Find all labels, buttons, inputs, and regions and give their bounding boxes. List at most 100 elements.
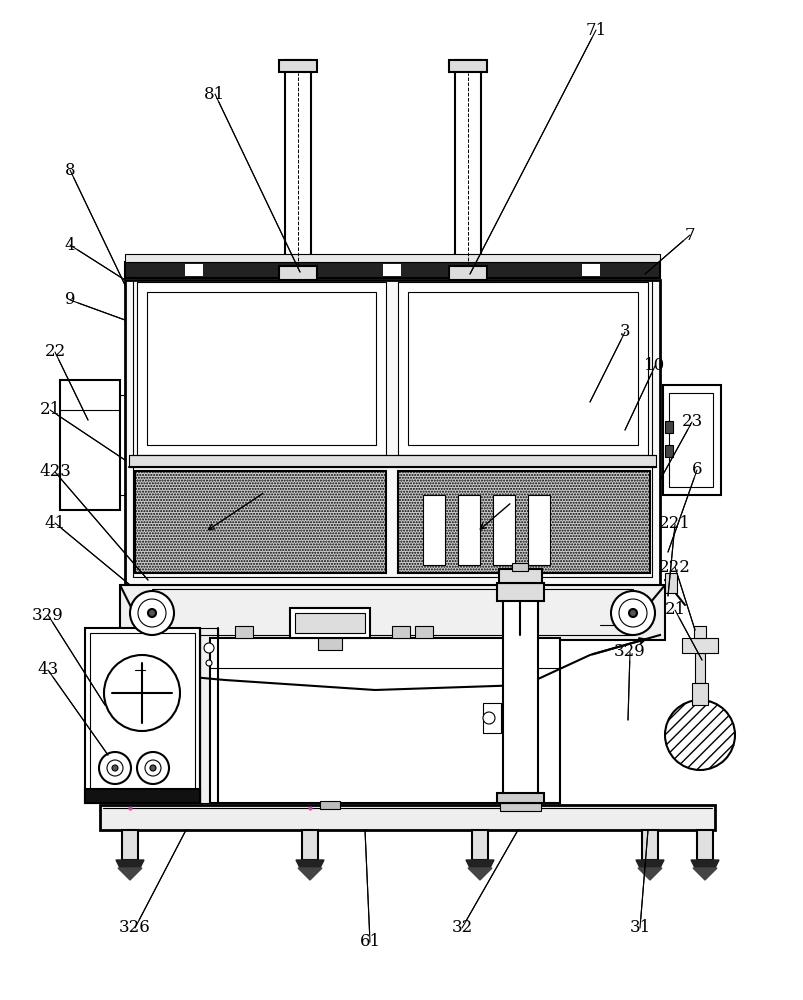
Bar xyxy=(392,626,410,638)
Circle shape xyxy=(138,599,165,627)
Bar xyxy=(290,608,369,638)
Text: 31: 31 xyxy=(629,919,650,936)
Bar xyxy=(132,280,651,577)
Text: 10: 10 xyxy=(643,358,665,374)
Text: 222: 222 xyxy=(658,558,690,576)
Bar xyxy=(318,638,341,650)
Circle shape xyxy=(148,609,156,617)
Polygon shape xyxy=(467,868,491,880)
Bar xyxy=(422,495,444,565)
Circle shape xyxy=(135,665,145,675)
Polygon shape xyxy=(118,868,142,880)
Bar xyxy=(448,60,487,72)
Bar xyxy=(124,280,659,585)
Bar xyxy=(137,282,385,455)
Text: 23: 23 xyxy=(680,414,702,430)
Bar xyxy=(120,585,664,640)
Text: 4: 4 xyxy=(64,236,75,253)
Polygon shape xyxy=(638,868,661,880)
Polygon shape xyxy=(690,860,718,868)
Bar xyxy=(320,801,340,809)
Text: 6: 6 xyxy=(691,462,701,479)
Bar xyxy=(496,793,544,803)
Bar xyxy=(200,628,218,803)
Bar xyxy=(512,563,528,571)
Bar xyxy=(696,830,712,860)
Text: 71: 71 xyxy=(585,22,606,39)
Circle shape xyxy=(483,712,495,724)
Bar xyxy=(147,292,376,445)
Bar xyxy=(581,264,599,276)
Bar xyxy=(499,569,541,583)
Text: 81: 81 xyxy=(204,86,226,103)
Circle shape xyxy=(112,765,118,771)
Circle shape xyxy=(150,765,156,771)
Text: 329: 329 xyxy=(613,644,645,660)
Circle shape xyxy=(664,700,734,770)
Text: 21: 21 xyxy=(39,401,60,418)
Bar xyxy=(407,292,638,445)
Text: 43: 43 xyxy=(37,662,59,678)
Text: 9: 9 xyxy=(65,292,75,308)
Circle shape xyxy=(204,643,214,653)
Bar xyxy=(471,830,487,860)
Bar xyxy=(100,805,714,830)
Bar xyxy=(124,262,659,278)
Text: 41: 41 xyxy=(44,514,66,532)
Text: 423: 423 xyxy=(39,464,71,481)
Bar xyxy=(503,593,537,803)
Bar xyxy=(124,254,659,262)
Bar xyxy=(90,633,195,798)
Bar xyxy=(662,385,720,495)
Bar xyxy=(691,683,707,705)
Text: 21: 21 xyxy=(663,601,685,618)
Bar xyxy=(496,583,544,601)
Circle shape xyxy=(99,752,131,784)
Bar xyxy=(284,60,311,280)
Text: 3: 3 xyxy=(619,324,630,340)
Bar xyxy=(85,628,200,803)
Bar xyxy=(642,830,657,860)
Circle shape xyxy=(130,591,173,635)
Bar xyxy=(279,60,316,72)
Bar xyxy=(694,653,704,683)
Bar xyxy=(185,264,202,276)
Polygon shape xyxy=(635,860,663,868)
Bar xyxy=(60,380,120,510)
Bar xyxy=(458,495,479,565)
Bar xyxy=(234,626,253,638)
Bar xyxy=(279,266,316,280)
Circle shape xyxy=(618,599,646,627)
Bar xyxy=(528,495,549,565)
Bar xyxy=(668,393,712,487)
Circle shape xyxy=(107,760,123,776)
Bar xyxy=(122,830,138,860)
Bar xyxy=(210,638,560,803)
Circle shape xyxy=(145,760,161,776)
Bar xyxy=(664,421,672,433)
Bar xyxy=(681,638,717,653)
Bar xyxy=(664,445,672,457)
Text: 7: 7 xyxy=(684,227,695,243)
Bar xyxy=(499,803,540,811)
Bar xyxy=(454,60,480,280)
Bar xyxy=(135,471,385,573)
Polygon shape xyxy=(692,868,716,880)
Text: 329: 329 xyxy=(32,606,63,624)
Polygon shape xyxy=(298,868,321,880)
Bar xyxy=(397,471,649,573)
Text: 8: 8 xyxy=(64,162,75,179)
Bar xyxy=(448,266,487,280)
Circle shape xyxy=(610,591,654,635)
Bar xyxy=(693,626,705,638)
Circle shape xyxy=(104,655,180,731)
Text: 326: 326 xyxy=(119,919,151,936)
Bar xyxy=(483,703,500,733)
Text: 32: 32 xyxy=(450,919,472,936)
Bar xyxy=(492,495,515,565)
Circle shape xyxy=(206,660,212,666)
Bar xyxy=(128,455,655,467)
Bar xyxy=(324,626,343,638)
Bar xyxy=(397,282,647,455)
Polygon shape xyxy=(116,860,144,868)
